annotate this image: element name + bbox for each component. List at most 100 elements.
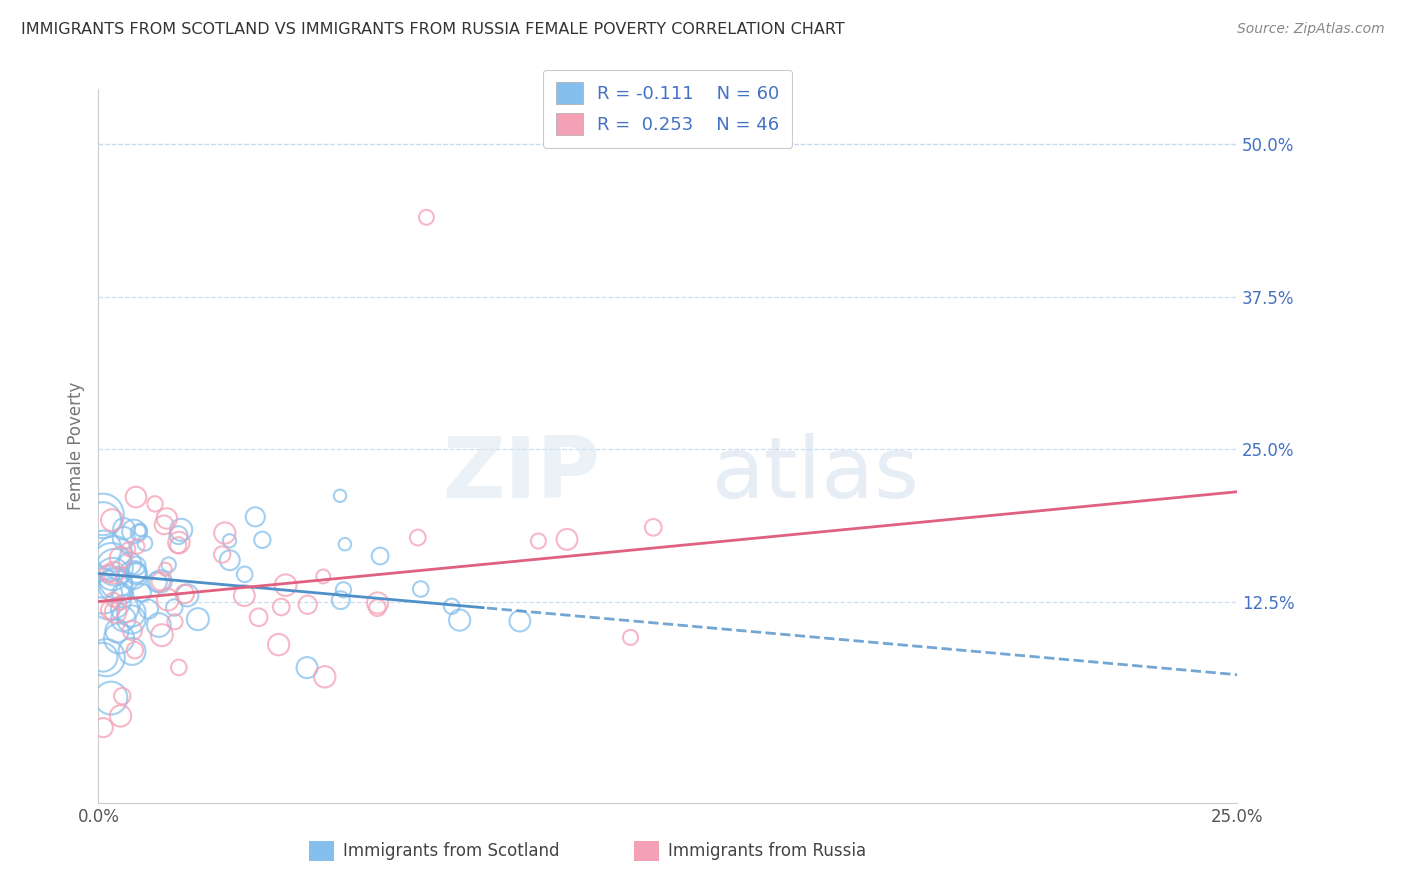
Point (108, 632, 131, 646)
Point (214, 526, 236, 541)
Point (91, 541, 114, 556)
Point (368, 549, 391, 563)
Point (332, 582, 354, 597)
Point (143, 497, 166, 511)
Point (121, 644, 143, 658)
Text: IMMIGRANTS FROM SCOTLAND VS IMMIGRANTS FROM RUSSIA FEMALE POVERTY CORRELATION CH: IMMIGRANTS FROM SCOTLAND VS IMMIGRANTS F… (21, 22, 845, 37)
Point (120, 612, 142, 626)
Point (170, 523, 193, 537)
Point (329, 489, 352, 503)
Point (218, 553, 240, 567)
Point (122, 568, 145, 582)
Point (406, 531, 429, 545)
Point (333, 537, 356, 551)
Point (314, 670, 336, 684)
Point (157, 558, 180, 572)
Point (167, 660, 190, 674)
Point (509, 614, 531, 628)
Point (91, 513, 114, 527)
Point (134, 536, 156, 550)
Point (167, 528, 190, 542)
Point (103, 592, 125, 607)
Point (149, 574, 172, 589)
Point (112, 531, 135, 545)
Point (149, 574, 172, 589)
Point (163, 615, 186, 629)
Point (114, 601, 136, 615)
Point (297, 598, 319, 612)
Point (643, 520, 665, 534)
Point (101, 513, 124, 527)
Point (329, 593, 352, 607)
Point (150, 628, 173, 642)
Point (96, 650, 118, 665)
Point (110, 709, 132, 723)
Point (233, 589, 256, 603)
Text: atlas: atlas (711, 433, 920, 516)
Point (91, 508, 114, 522)
Point (415, 211, 437, 225)
Point (118, 557, 141, 571)
Point (103, 547, 125, 561)
Point (153, 517, 176, 532)
Point (103, 560, 125, 574)
Point (128, 525, 150, 540)
Point (211, 548, 233, 562)
Point (619, 631, 641, 645)
Point (104, 578, 127, 592)
Point (101, 567, 124, 582)
Point (97, 566, 120, 581)
Point (527, 534, 550, 549)
Point (187, 612, 209, 626)
Point (105, 575, 128, 590)
Point (112, 612, 135, 626)
Point (173, 587, 195, 601)
Text: Immigrants from Scotland: Immigrants from Scotland (343, 842, 560, 860)
Point (245, 509, 267, 524)
Point (125, 490, 148, 504)
Point (110, 550, 132, 565)
Point (103, 566, 125, 580)
Point (156, 511, 179, 525)
Point (367, 596, 389, 610)
Point (167, 535, 190, 549)
Point (131, 586, 153, 600)
Point (111, 587, 134, 601)
Y-axis label: Female Poverty: Female Poverty (66, 382, 84, 510)
Point (124, 643, 146, 657)
Point (91, 587, 114, 601)
Point (267, 638, 290, 652)
Point (124, 566, 146, 581)
Text: Immigrants from Russia: Immigrants from Russia (668, 842, 866, 860)
FancyBboxPatch shape (309, 841, 335, 862)
Point (274, 578, 297, 592)
Point (148, 618, 170, 632)
Point (233, 567, 256, 582)
Point (167, 538, 190, 552)
Text: ZIP: ZIP (441, 433, 599, 516)
Point (555, 533, 578, 547)
Point (125, 566, 148, 580)
Point (105, 624, 128, 638)
Point (91, 650, 114, 665)
Point (98, 592, 121, 607)
Point (366, 600, 388, 615)
Point (121, 624, 143, 638)
Point (138, 602, 160, 616)
Point (218, 533, 240, 548)
Point (91, 721, 114, 735)
Point (440, 599, 463, 614)
Point (120, 606, 142, 620)
Point (111, 689, 134, 703)
Point (155, 562, 177, 576)
Point (409, 582, 432, 596)
Point (295, 660, 318, 674)
Point (312, 569, 335, 583)
Point (129, 523, 152, 537)
Point (156, 592, 179, 607)
Point (252, 533, 274, 547)
Point (100, 691, 122, 706)
Point (270, 599, 292, 614)
Point (108, 596, 131, 610)
Point (146, 574, 169, 589)
